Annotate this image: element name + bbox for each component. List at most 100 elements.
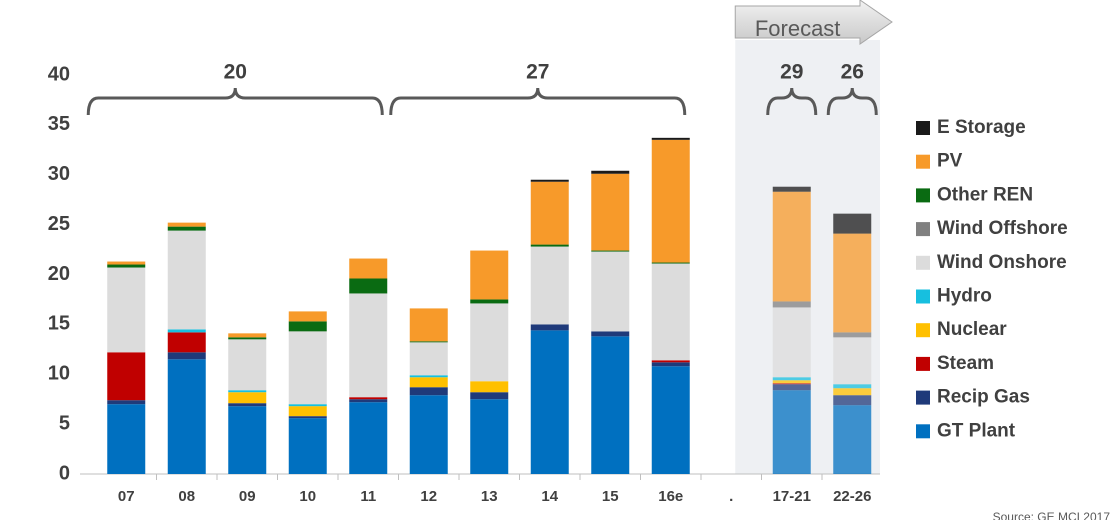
- bar-segment: [470, 299, 509, 304]
- x-tick-label: 17-21: [773, 488, 811, 505]
- bar-segment: [228, 333, 267, 338]
- legend-swatch: [916, 121, 930, 135]
- brace-label: 20: [224, 61, 247, 84]
- bar-segment: [349, 258, 388, 279]
- bar-segment: [349, 278, 388, 294]
- y-tick-label: 10: [48, 363, 70, 385]
- bar-segment: [228, 392, 267, 404]
- bar-segment: [530, 324, 569, 331]
- bar-segment: [772, 186, 811, 192]
- bar-segment: [591, 336, 630, 474]
- bar-segment: [772, 390, 811, 474]
- bar-segment: [409, 377, 448, 388]
- legend-swatch: [916, 154, 930, 169]
- legend-label: Other REN: [937, 184, 1033, 205]
- legend-label: Recip Gas: [937, 387, 1030, 408]
- bar-segment: [530, 244, 569, 247]
- x-tick-label: 11: [360, 488, 376, 505]
- legend-label: Wind Offshore: [937, 218, 1068, 239]
- bar-segment: [409, 341, 448, 343]
- bar-segment: [288, 321, 327, 332]
- bar-segment: [167, 230, 206, 330]
- bar-segment: [409, 395, 448, 474]
- bar-segment: [288, 311, 327, 322]
- x-tick-label: 16e: [658, 488, 683, 505]
- bar-segment: [107, 400, 146, 405]
- brace-label: 29: [780, 61, 803, 84]
- bar-segment: [107, 267, 146, 353]
- brace-label: 27: [526, 61, 549, 84]
- bar-segment: [772, 384, 811, 391]
- bar-segment: [591, 331, 630, 337]
- bar-segment: [167, 352, 206, 360]
- bar-segment: [167, 329, 206, 333]
- legend-swatch: [916, 323, 930, 338]
- bar-segment: [228, 337, 267, 340]
- bar-segment: [530, 330, 569, 474]
- bar-segment: [591, 170, 630, 174]
- bar-segment: [470, 303, 509, 382]
- bar-segment: [651, 362, 690, 367]
- bar-segment: [651, 139, 690, 263]
- bar-segment: [772, 380, 811, 384]
- bar-segment: [409, 387, 448, 396]
- bar-segment: [228, 406, 267, 474]
- legend-swatch: [916, 424, 930, 439]
- legend-label: Hydro: [937, 286, 992, 307]
- bar-segment: [228, 339, 267, 391]
- x-tick-label: 13: [481, 488, 498, 505]
- bar-segment: [833, 233, 872, 333]
- forecast-label: Forecast: [755, 16, 841, 41]
- brace: [86, 87, 384, 116]
- bar-segment: [651, 137, 690, 140]
- legend-label: E Storage: [937, 117, 1026, 138]
- bar-segment: [530, 179, 569, 182]
- x-tick-label: 09: [239, 488, 256, 505]
- y-tick-label: 40: [48, 63, 70, 85]
- legend-swatch: [916, 390, 930, 405]
- legend-label: GT Plant: [937, 420, 1016, 441]
- brace-label: 26: [841, 61, 864, 84]
- bar-segment: [833, 384, 872, 389]
- bar-segment: [349, 293, 388, 398]
- y-tick-label: 15: [48, 313, 70, 335]
- bar-segment: [591, 250, 630, 252]
- bar-segment: [288, 418, 327, 474]
- y-tick-label: 30: [48, 163, 70, 185]
- legend-label: PV: [937, 151, 963, 172]
- bar-segment: [107, 264, 146, 268]
- bar-segment: [651, 263, 690, 361]
- bar-segment: [288, 404, 327, 407]
- y-tick-label: 25: [48, 213, 70, 235]
- bar-segment: [772, 377, 811, 381]
- bar-segment: [833, 395, 872, 406]
- x-tick-label: 08: [178, 488, 195, 505]
- legend-label: Nuclear: [937, 319, 1007, 340]
- legend-swatch: [916, 222, 930, 237]
- bar-segment: [167, 222, 206, 227]
- bar-segment: [470, 399, 509, 474]
- legend-swatch: [916, 255, 930, 270]
- brace: [766, 87, 818, 116]
- bar-segment: [349, 399, 388, 403]
- forecast-arrow: [734, 0, 893, 45]
- y-tick-label: 0: [59, 462, 70, 484]
- bar-segment: [772, 191, 811, 302]
- x-tick-label: 10: [299, 488, 316, 505]
- x-tick-label: 15: [602, 488, 619, 505]
- bar-segment: [772, 307, 811, 378]
- bar-segment: [228, 403, 267, 407]
- bar-segment: [470, 381, 509, 393]
- bar-segment: [167, 359, 206, 474]
- bar-segment: [470, 250, 509, 300]
- bar-segment: [591, 251, 630, 332]
- bar-segment: [107, 261, 146, 265]
- bar-segment: [167, 226, 206, 231]
- bar-segment: [530, 181, 569, 245]
- legend-swatch: [916, 289, 930, 304]
- legend-swatch: [916, 188, 930, 203]
- bar-segment: [349, 397, 388, 400]
- brace: [826, 87, 878, 116]
- bar-segment: [288, 331, 327, 405]
